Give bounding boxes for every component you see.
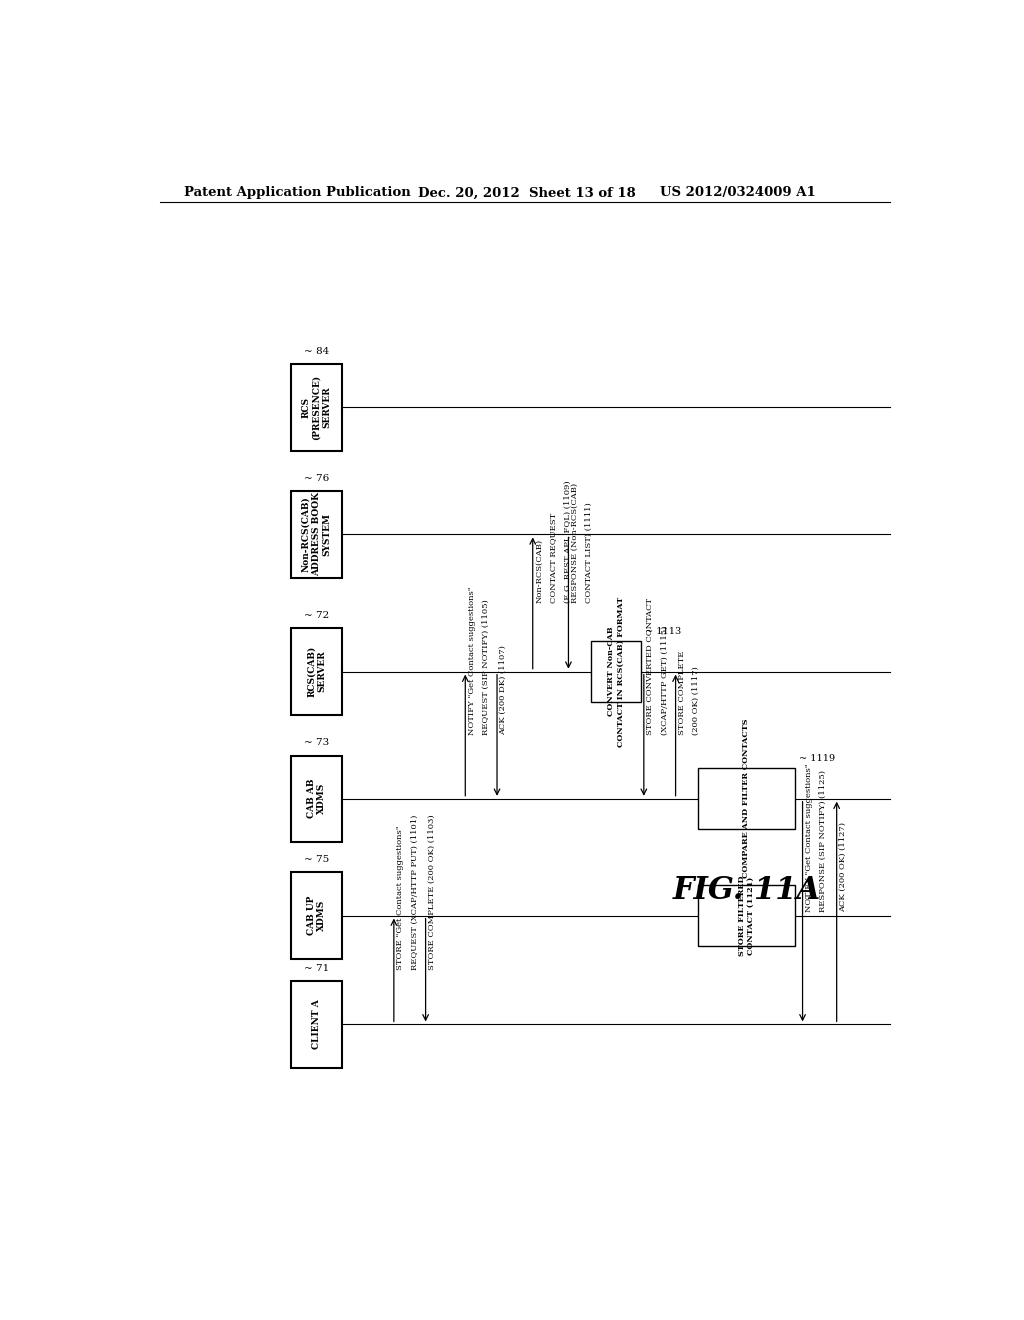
Text: ~ 71: ~ 71 bbox=[304, 964, 329, 973]
Text: STORE CONVERTED CONTACT: STORE CONVERTED CONTACT bbox=[646, 598, 654, 735]
Text: (XCAP/HTTP GET) (1115): (XCAP/HTTP GET) (1115) bbox=[660, 626, 669, 735]
Text: ~ 72: ~ 72 bbox=[304, 611, 329, 620]
Text: ~ 1113: ~ 1113 bbox=[645, 627, 682, 636]
Bar bbox=[291, 628, 342, 715]
Text: Non-RCS(CAB): Non-RCS(CAB) bbox=[536, 539, 543, 603]
Text: STORE "Get Contact suggestions": STORE "Get Contact suggestions" bbox=[396, 825, 404, 970]
Text: RESPONSE (Non-RCS(CAB): RESPONSE (Non-RCS(CAB) bbox=[570, 483, 579, 603]
Bar bbox=[291, 873, 342, 958]
Text: CONVERT Non-CAB
CONTACT IN RCS(CAB) FORMAT: CONVERT Non-CAB CONTACT IN RCS(CAB) FORM… bbox=[607, 597, 625, 747]
Text: NOTIFY "Get Contact suggestions": NOTIFY "Get Contact suggestions" bbox=[468, 586, 475, 735]
Text: CLIENT A: CLIENT A bbox=[312, 999, 321, 1049]
Text: ~ 84: ~ 84 bbox=[304, 347, 329, 356]
Text: ~ 75: ~ 75 bbox=[304, 855, 329, 865]
Text: RESPONSE (SIP NOTIFY) (1125): RESPONSE (SIP NOTIFY) (1125) bbox=[819, 770, 827, 912]
Bar bbox=[697, 886, 795, 946]
Bar bbox=[291, 364, 342, 450]
Text: (E.G. REST API, FQL) (1109): (E.G. REST API, FQL) (1109) bbox=[563, 480, 571, 603]
Bar bbox=[591, 642, 641, 702]
Text: ~ 73: ~ 73 bbox=[304, 738, 329, 747]
Text: COMPARE AND FILTER CONTACTS: COMPARE AND FILTER CONTACTS bbox=[742, 719, 751, 879]
Text: FIG. 11A: FIG. 11A bbox=[673, 875, 821, 906]
Text: US 2012/0324009 A1: US 2012/0324009 A1 bbox=[659, 186, 815, 199]
Text: CONTACT LIST) (1111): CONTACT LIST) (1111) bbox=[585, 503, 593, 603]
Text: STORE COMPLETE (200 OK) (1103): STORE COMPLETE (200 OK) (1103) bbox=[428, 814, 436, 970]
Text: STORE FILTERED
CONTACT (1121): STORE FILTERED CONTACT (1121) bbox=[737, 875, 755, 956]
Text: CONTACT REQUEST: CONTACT REQUEST bbox=[549, 513, 557, 603]
Bar bbox=[291, 491, 342, 578]
Text: Non-RCS(CAB)
ADDRESS BOOK
SYSTEM: Non-RCS(CAB) ADDRESS BOOK SYSTEM bbox=[302, 492, 332, 577]
Text: RCS
(PRESENCE)
SERVER: RCS (PRESENCE) SERVER bbox=[302, 375, 332, 440]
Bar bbox=[697, 768, 795, 829]
Text: (200 OK) (1117): (200 OK) (1117) bbox=[692, 667, 700, 735]
Text: REQUEST (XCAP/HTTP PUT) (1101): REQUEST (XCAP/HTTP PUT) (1101) bbox=[411, 814, 419, 970]
Text: CAB AB
XDMS: CAB AB XDMS bbox=[307, 779, 327, 818]
Text: ~ 1119: ~ 1119 bbox=[799, 754, 835, 763]
Text: Patent Application Publication: Patent Application Publication bbox=[183, 186, 411, 199]
Text: ACK (200 OK) (1127): ACK (200 OK) (1127) bbox=[839, 821, 847, 912]
Text: ACK (200 DK) (1107): ACK (200 DK) (1107) bbox=[500, 645, 507, 735]
Bar bbox=[291, 981, 342, 1068]
Text: STORE COMPLETE: STORE COMPLETE bbox=[678, 651, 686, 735]
Text: RCS(CAB)
SERVER: RCS(CAB) SERVER bbox=[307, 645, 327, 697]
Text: NOTIFY "Get Contact suggestions": NOTIFY "Get Contact suggestions" bbox=[805, 763, 813, 912]
Bar bbox=[291, 755, 342, 842]
Text: CAB UP
XDMS: CAB UP XDMS bbox=[307, 896, 327, 936]
Text: REQUEST (SIP NOTIFY) (1105): REQUEST (SIP NOTIFY) (1105) bbox=[482, 599, 489, 735]
Text: Dec. 20, 2012  Sheet 13 of 18: Dec. 20, 2012 Sheet 13 of 18 bbox=[418, 186, 636, 199]
Text: ~ 76: ~ 76 bbox=[304, 474, 329, 483]
